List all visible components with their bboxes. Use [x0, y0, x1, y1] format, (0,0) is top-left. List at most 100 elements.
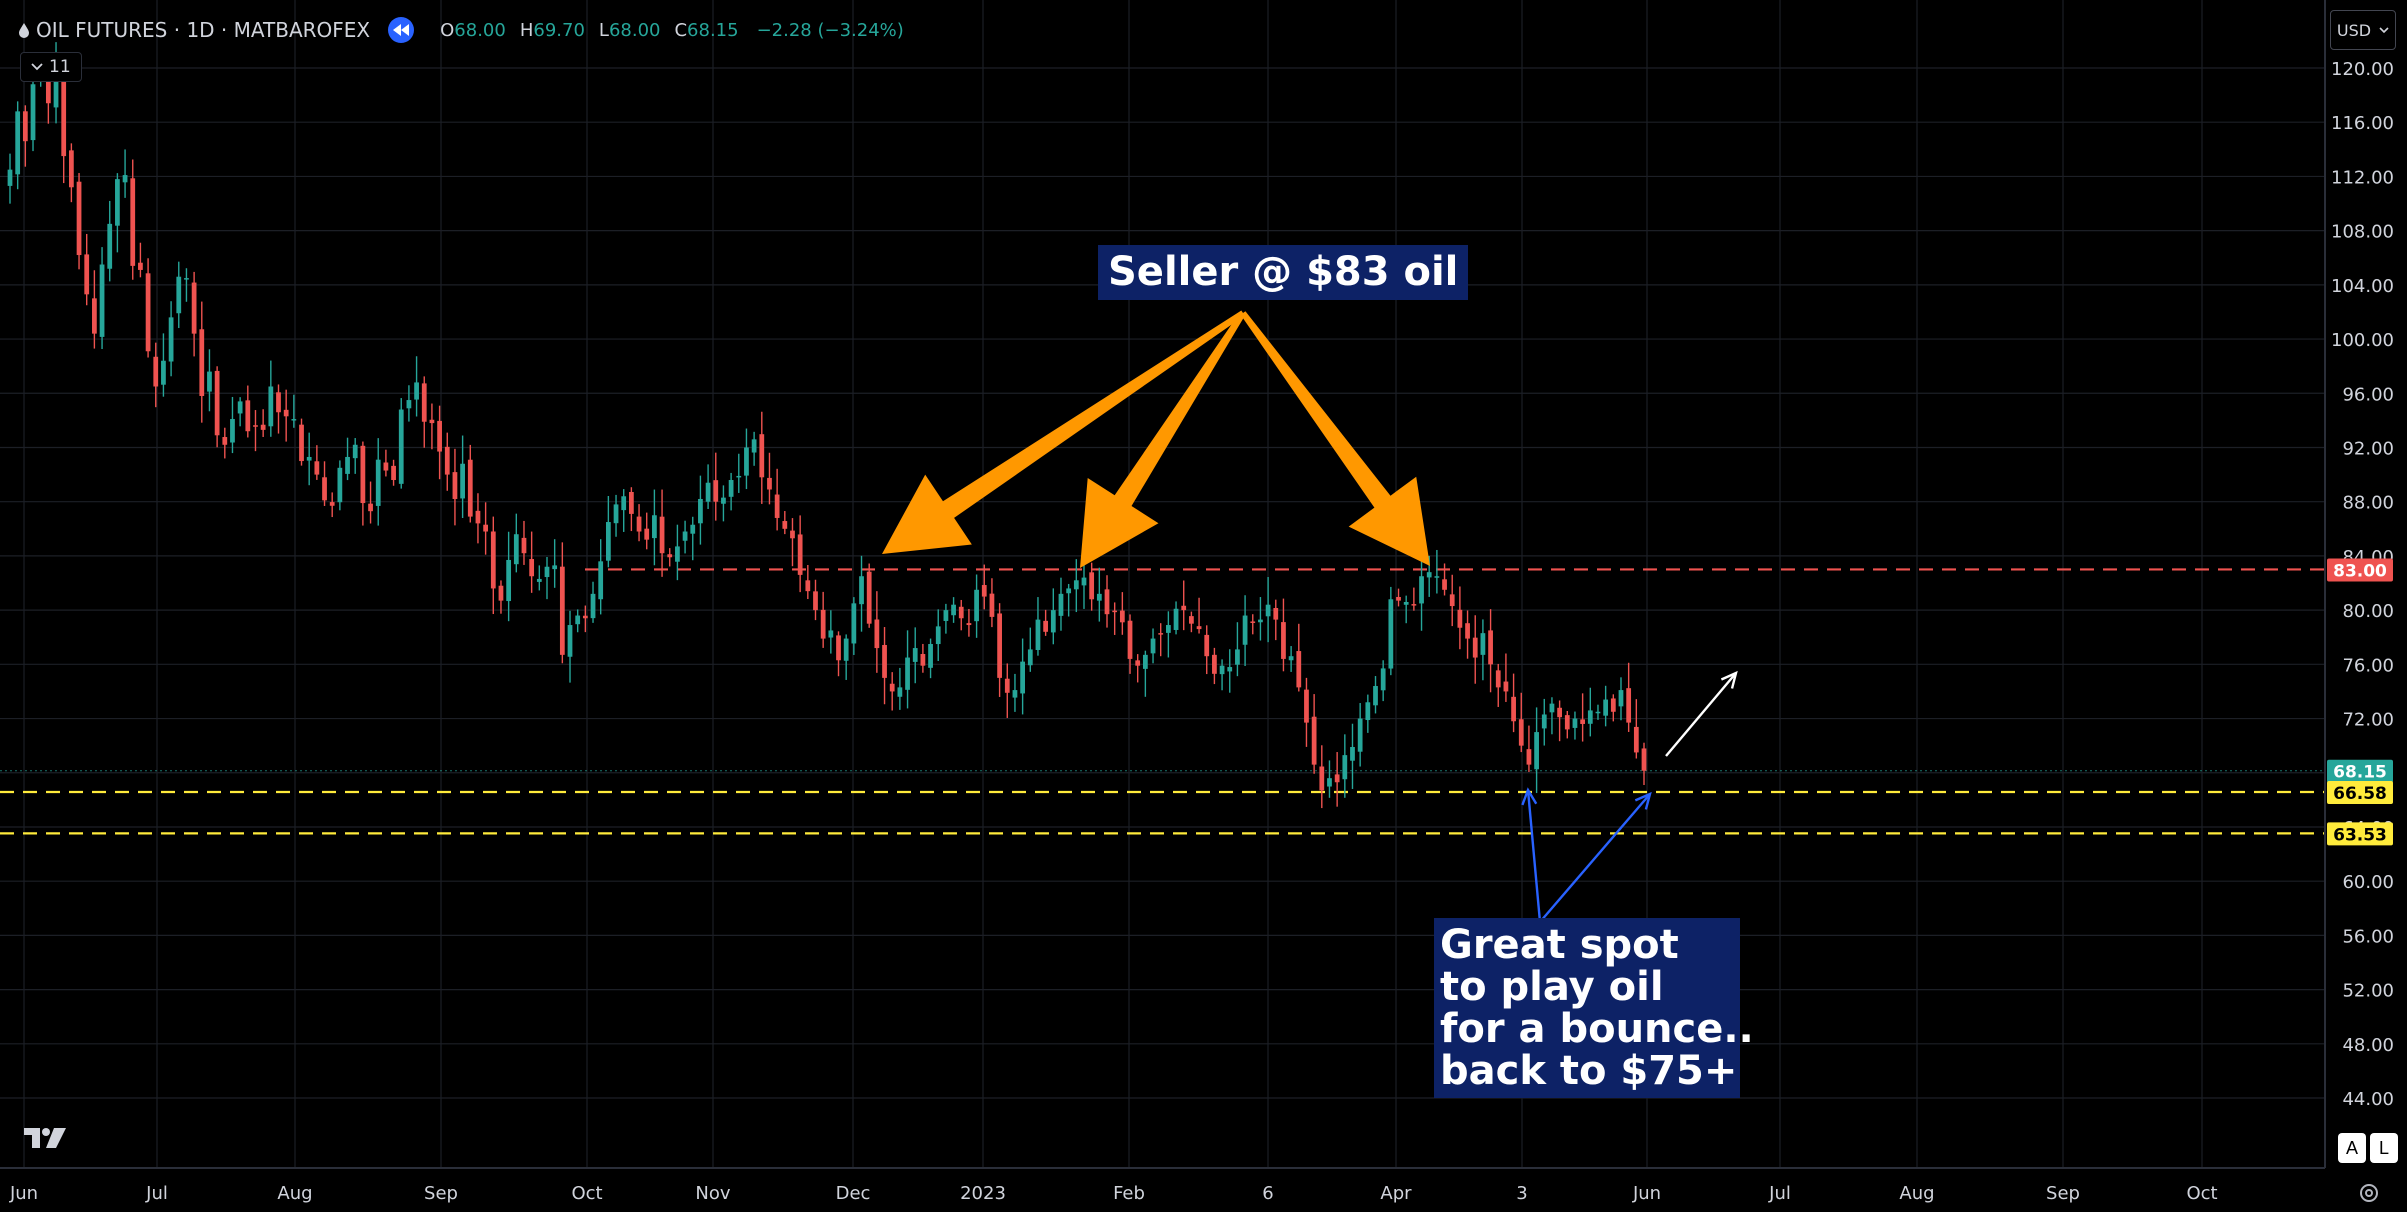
candle-body [506, 559, 512, 602]
x-tick-label: Sep [424, 1183, 458, 1204]
candle [375, 438, 381, 526]
candle-body [1350, 747, 1355, 761]
candle-body [1273, 608, 1279, 620]
candle-body [997, 613, 1002, 678]
candle-body [1411, 604, 1417, 606]
candle-body [153, 356, 159, 387]
candle-body [1457, 609, 1463, 628]
candle-body [61, 63, 67, 157]
open-label: O [440, 19, 455, 41]
candle-body [161, 360, 166, 385]
candle [498, 580, 504, 614]
candle [276, 384, 281, 434]
candle [268, 360, 274, 437]
bounce-annotation[interactable]: Great spot to play oil for a bounce.. ba… [1434, 918, 1754, 1098]
candle-body [974, 589, 979, 622]
candle-body [30, 84, 36, 141]
candle [153, 342, 159, 408]
x-tick-label: Jul [145, 1183, 168, 1204]
candle [406, 385, 412, 422]
candle [767, 452, 772, 505]
candle [943, 603, 949, 634]
candle-body [682, 531, 688, 541]
candle [506, 531, 512, 622]
close-label: C [674, 19, 688, 41]
tradingview-logo[interactable] [22, 1126, 68, 1152]
candle [1012, 673, 1018, 712]
candle [191, 271, 197, 357]
candle [1495, 663, 1501, 707]
candle-body [490, 531, 496, 589]
candle [797, 515, 803, 593]
candle [1235, 622, 1240, 677]
candle-body [567, 625, 573, 657]
candle-body [836, 635, 841, 661]
time-axis[interactable]: Jun Jul Aug Sep Oct Nov Dec 2023 Feb 6 Apr 3 Jun Jul A… [9, 1183, 2218, 1204]
candle [1250, 614, 1256, 635]
y-tick-label: 56.00 [2342, 926, 2394, 947]
candle [1096, 567, 1102, 622]
candle-body [237, 401, 243, 414]
candle [260, 409, 266, 437]
candle [997, 603, 1002, 697]
candle-body [859, 576, 864, 605]
candle [245, 385, 251, 438]
candle-body [53, 59, 59, 108]
candle [1227, 649, 1233, 693]
candle [337, 460, 343, 511]
candle [951, 597, 956, 623]
candle-body [728, 480, 734, 497]
candle [1050, 588, 1056, 645]
candle [613, 494, 619, 537]
candle [99, 247, 105, 350]
price-label-bg [2327, 781, 2393, 805]
candle-body [1434, 576, 1440, 578]
candle-body [851, 603, 857, 644]
indicator-collapse-button[interactable]: 11 [20, 52, 82, 82]
candle-body [214, 370, 220, 436]
candle [1020, 638, 1025, 715]
candle-body [1181, 605, 1187, 611]
candle-body [1112, 610, 1118, 613]
seller-annotation[interactable]: Seller @ $83 oil [1098, 245, 1469, 300]
candle [1357, 703, 1363, 767]
log-scale-button[interactable]: L [2370, 1133, 2398, 1163]
candle-body [1587, 710, 1593, 724]
candle [667, 548, 673, 567]
candle [905, 630, 910, 709]
y-tick-label: 52.00 [2342, 981, 2394, 1002]
target-arrow [1665, 670, 1738, 757]
candle-body [1327, 778, 1332, 787]
currency-select[interactable]: USD [2330, 10, 2396, 50]
low-label: L [598, 19, 609, 41]
gear-icon[interactable] [2357, 1181, 2381, 1205]
candle-body [368, 503, 373, 512]
candle-body [391, 465, 396, 481]
candle-body [805, 580, 811, 592]
candle [920, 643, 926, 673]
candle [322, 461, 327, 506]
x-tick-label: Jun [9, 1183, 38, 1204]
candle [452, 448, 458, 526]
auto-scale-button[interactable]: A [2338, 1133, 2366, 1163]
candle [1388, 586, 1394, 676]
candle [237, 397, 243, 427]
candle-body [1403, 601, 1409, 605]
high-label: H [519, 19, 534, 41]
candle-body [1603, 699, 1609, 716]
candle [1135, 654, 1141, 683]
candle [544, 557, 550, 600]
replay-icon[interactable] [388, 17, 415, 43]
candle [1304, 677, 1309, 747]
candle-body [245, 400, 251, 432]
candle-body [790, 530, 795, 539]
symbol-title[interactable]: OIL FUTURES · 1D · MATBAROFEX [36, 18, 371, 42]
seller-arrow [882, 310, 1245, 554]
candle-body [705, 482, 711, 502]
candle-body [874, 619, 880, 649]
y-tick-label: 100.00 [2331, 330, 2394, 351]
candle [230, 396, 235, 454]
candle-body [951, 604, 956, 616]
y-tick-label: 48.00 [2342, 1035, 2394, 1056]
